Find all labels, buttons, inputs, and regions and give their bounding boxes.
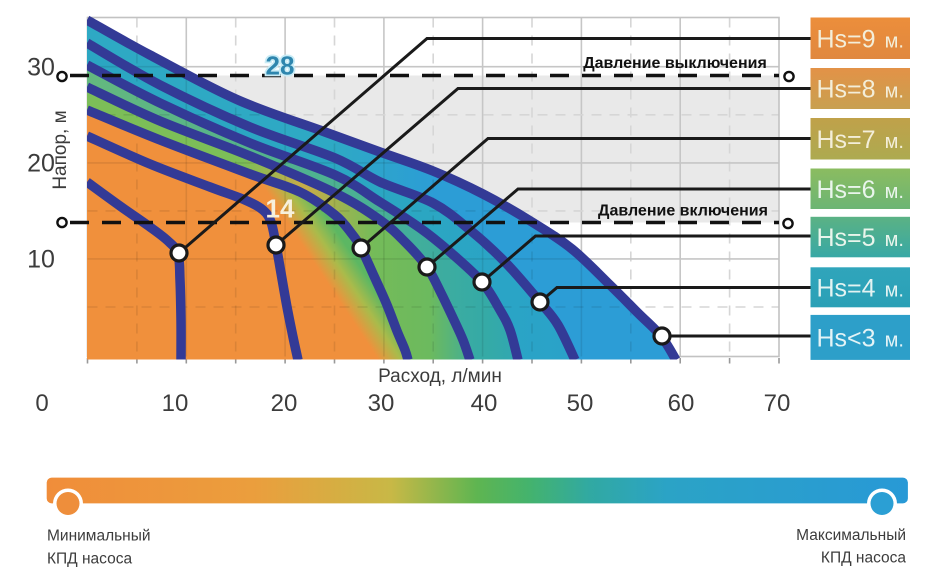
svg-text:Hs=6м.: Hs=6 м. xyxy=(817,176,904,204)
svg-text:Минимальный: Минимальный xyxy=(47,528,151,545)
svg-text:70: 70 xyxy=(764,390,791,417)
svg-text:Давление включения: Давление включения xyxy=(598,203,768,220)
svg-text:28: 28 xyxy=(266,51,295,81)
svg-text:Hs=5м.: Hs=5 м. xyxy=(817,224,904,252)
svg-text:Hs=8м.: Hs=8 м. xyxy=(817,76,904,104)
svg-text:КПД насоса: КПД насоса xyxy=(47,551,132,568)
svg-text:КПД насоса: КПД насоса xyxy=(821,550,906,567)
svg-text:Давление выключения: Давление выключения xyxy=(583,55,767,72)
svg-text:Hs=7м.: Hs=7 м. xyxy=(817,126,904,154)
svg-text:20: 20 xyxy=(271,390,298,417)
svg-text:Максимальный: Максимальный xyxy=(796,527,906,544)
svg-text:20: 20 xyxy=(27,150,55,178)
svg-text:Hs=9м.: Hs=9 м. xyxy=(817,25,904,53)
svg-text:30: 30 xyxy=(27,54,55,82)
svg-text:10: 10 xyxy=(27,246,55,274)
svg-text:0: 0 xyxy=(35,390,48,417)
svg-text:50: 50 xyxy=(567,390,594,417)
svg-text:Напор, м: Напор, м xyxy=(50,110,71,189)
svg-text:40: 40 xyxy=(471,390,498,417)
svg-text:30: 30 xyxy=(368,390,395,417)
svg-text:Hs<3м.: Hs<3 м. xyxy=(817,324,904,352)
svg-text:10: 10 xyxy=(162,390,189,417)
svg-text:14: 14 xyxy=(266,194,295,224)
svg-text:Hs=4м.: Hs=4 м. xyxy=(817,274,904,302)
svg-text:Расход, л/мин: Расход, л/мин xyxy=(378,366,502,387)
svg-text:60: 60 xyxy=(668,390,695,417)
